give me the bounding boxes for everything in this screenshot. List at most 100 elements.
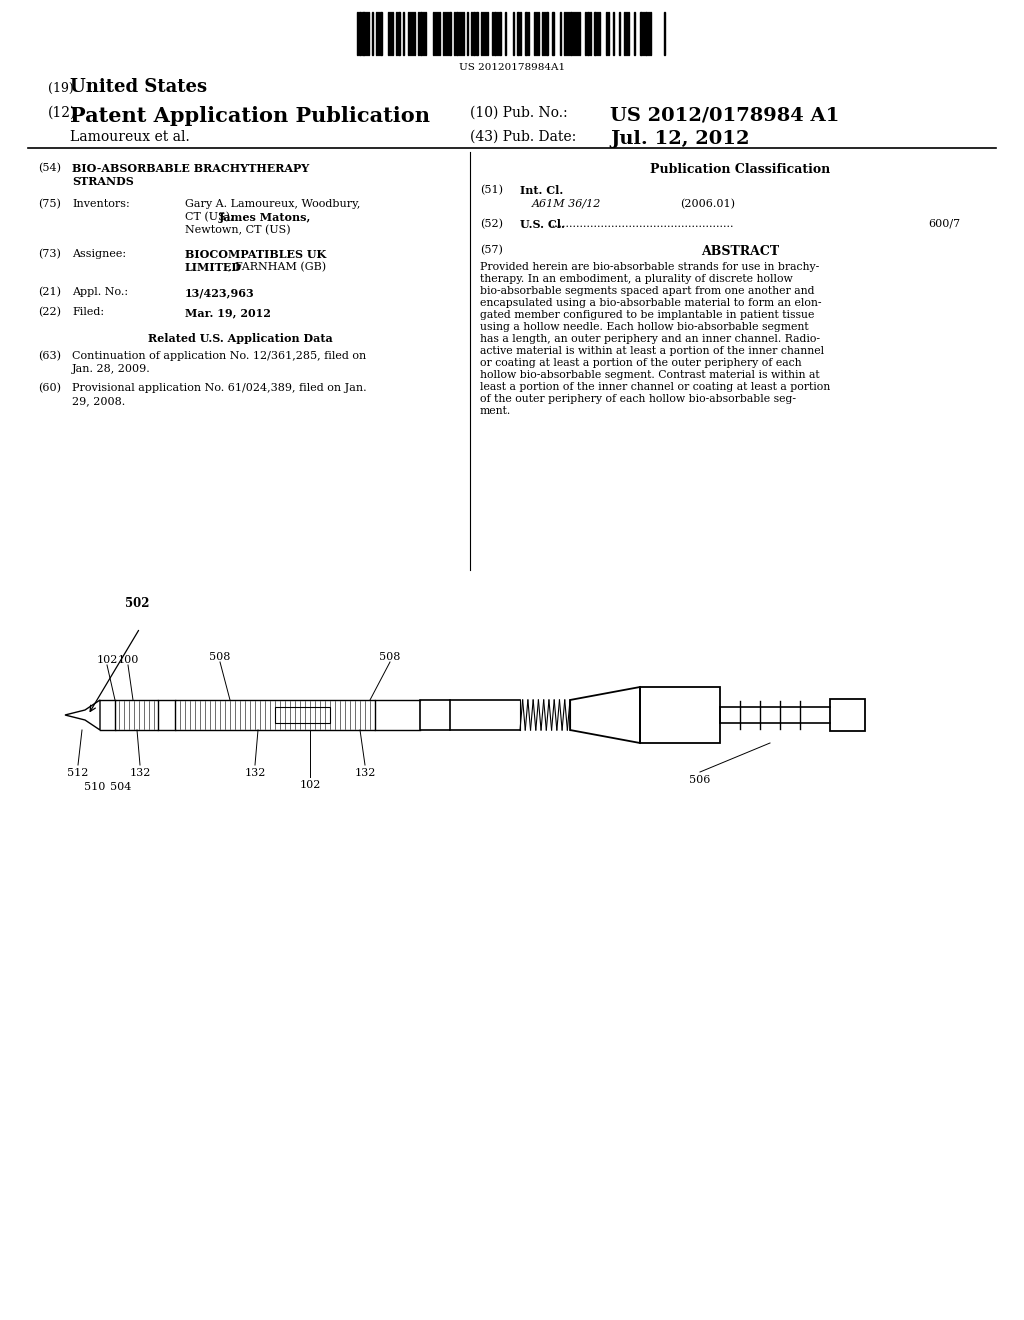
Text: (73): (73) bbox=[38, 249, 60, 259]
Text: Assignee:: Assignee: bbox=[72, 249, 126, 259]
Bar bbox=[456, 12, 458, 55]
Text: Related U.S. Application Data: Related U.S. Application Data bbox=[147, 333, 333, 345]
Text: (52): (52) bbox=[480, 219, 503, 230]
Text: Newtown, CT (US): Newtown, CT (US) bbox=[185, 224, 291, 235]
Text: or coating at least a portion of the outer periphery of each: or coating at least a portion of the out… bbox=[480, 358, 802, 368]
Bar bbox=[640, 12, 642, 55]
Text: 508: 508 bbox=[379, 652, 400, 663]
Text: 102: 102 bbox=[96, 655, 118, 665]
Text: (21): (21) bbox=[38, 286, 61, 297]
Text: LIMITED: LIMITED bbox=[185, 261, 242, 273]
Bar bbox=[645, 12, 647, 55]
Text: Mar. 19, 2012: Mar. 19, 2012 bbox=[185, 308, 271, 318]
Text: Filed:: Filed: bbox=[72, 308, 104, 317]
Text: 506: 506 bbox=[689, 775, 711, 785]
Text: US 20120178984A1: US 20120178984A1 bbox=[460, 63, 565, 73]
Text: Inventors:: Inventors: bbox=[72, 199, 130, 209]
Bar bbox=[473, 12, 475, 55]
Text: (63): (63) bbox=[38, 351, 61, 362]
Text: (57): (57) bbox=[480, 246, 503, 255]
Text: using a hollow needle. Each hollow bio-absorbable segment: using a hollow needle. Each hollow bio-a… bbox=[480, 322, 809, 333]
Bar bbox=[525, 12, 527, 55]
Bar bbox=[640, 686, 720, 743]
Text: ment.: ment. bbox=[480, 407, 511, 416]
Text: 132: 132 bbox=[354, 768, 376, 777]
Bar bbox=[398, 12, 400, 55]
Text: 102: 102 bbox=[299, 780, 321, 789]
Text: (19): (19) bbox=[48, 82, 74, 95]
Text: (51): (51) bbox=[480, 185, 503, 195]
Text: 504: 504 bbox=[110, 781, 131, 792]
Text: (2006.01): (2006.01) bbox=[680, 199, 735, 210]
Text: (60): (60) bbox=[38, 383, 61, 393]
Bar bbox=[552, 12, 554, 55]
Text: James Matons,: James Matons, bbox=[219, 213, 311, 223]
Text: United States: United States bbox=[70, 78, 207, 96]
Bar bbox=[420, 12, 422, 55]
Text: Lamoureux et al.: Lamoureux et al. bbox=[70, 129, 189, 144]
Text: CT (US);: CT (US); bbox=[185, 213, 238, 222]
Text: 502: 502 bbox=[125, 597, 150, 610]
Text: Int. Cl.: Int. Cl. bbox=[520, 185, 563, 195]
Text: , FARNHAM (GB): , FARNHAM (GB) bbox=[228, 261, 326, 272]
Text: BIOCOMPATIBLES UK: BIOCOMPATIBLES UK bbox=[185, 249, 326, 260]
Text: 13/423,963: 13/423,963 bbox=[185, 286, 255, 298]
Text: has a length, an outer periphery and an inner channel. Radio-: has a length, an outer periphery and an … bbox=[480, 334, 820, 345]
Text: 100: 100 bbox=[118, 655, 138, 665]
Text: 510: 510 bbox=[84, 781, 105, 792]
Text: Publication Classification: Publication Classification bbox=[650, 162, 830, 176]
Bar bbox=[420, 700, 450, 730]
Bar bbox=[546, 12, 548, 55]
Text: Patent Application Publication: Patent Application Publication bbox=[70, 106, 430, 125]
Text: ABSTRACT: ABSTRACT bbox=[701, 246, 779, 257]
Bar bbox=[499, 12, 501, 55]
Bar bbox=[476, 12, 478, 55]
Text: Continuation of application No. 12/361,285, filed on: Continuation of application No. 12/361,2… bbox=[72, 351, 367, 360]
Text: Provisional application No. 61/024,389, filed on Jan.: Provisional application No. 61/024,389, … bbox=[72, 383, 367, 393]
Text: hollow bio-absorbable segment. Contrast material is within at: hollow bio-absorbable segment. Contrast … bbox=[480, 370, 819, 380]
Text: therapy. In an embodiment, a plurality of discrete hollow: therapy. In an embodiment, a plurality o… bbox=[480, 275, 793, 284]
Text: 600/7: 600/7 bbox=[928, 219, 961, 228]
Bar bbox=[570, 12, 572, 55]
Text: active material is within at least a portion of the inner channel: active material is within at least a por… bbox=[480, 346, 824, 356]
Bar bbox=[275, 708, 330, 723]
Text: STRANDS: STRANDS bbox=[72, 176, 134, 187]
Text: U.S. Cl.: U.S. Cl. bbox=[520, 219, 565, 230]
Text: (43) Pub. Date:: (43) Pub. Date: bbox=[470, 129, 577, 144]
Text: A61M 36/12: A61M 36/12 bbox=[532, 199, 601, 209]
Text: BIO-ABSORBABLE BRACHYTHERAPY: BIO-ABSORBABLE BRACHYTHERAPY bbox=[72, 162, 309, 174]
Text: (22): (22) bbox=[38, 308, 61, 317]
Text: least a portion of the inner channel or coating at least a portion: least a portion of the inner channel or … bbox=[480, 381, 830, 392]
Text: (10) Pub. No.:: (10) Pub. No.: bbox=[470, 106, 567, 120]
Text: 512: 512 bbox=[68, 768, 89, 777]
Text: Jul. 12, 2012: Jul. 12, 2012 bbox=[610, 129, 750, 148]
Text: ....................................................: ........................................… bbox=[548, 219, 733, 228]
Text: 132: 132 bbox=[129, 768, 151, 777]
Text: of the outer periphery of each hollow bio-absorbable seg-: of the outer periphery of each hollow bi… bbox=[480, 393, 796, 404]
Text: (54): (54) bbox=[38, 162, 61, 173]
Text: Provided herein are bio-absorbable strands for use in brachy-: Provided herein are bio-absorbable stran… bbox=[480, 261, 819, 272]
Text: Gary A. Lamoureux, Woodbury,: Gary A. Lamoureux, Woodbury, bbox=[185, 199, 360, 209]
Text: 29, 2008.: 29, 2008. bbox=[72, 396, 125, 407]
Bar bbox=[359, 12, 361, 55]
Bar bbox=[175, 700, 375, 730]
Bar bbox=[587, 12, 589, 55]
Bar bbox=[494, 12, 496, 55]
Text: (12): (12) bbox=[48, 106, 77, 120]
Bar bbox=[594, 12, 596, 55]
Bar bbox=[380, 12, 382, 55]
Bar bbox=[449, 12, 451, 55]
Text: (75): (75) bbox=[38, 199, 60, 210]
Text: bio-absorbable segments spaced apart from one another and: bio-absorbable segments spaced apart fro… bbox=[480, 286, 814, 296]
Text: gated member configured to be implantable in patient tissue: gated member configured to be implantabl… bbox=[480, 310, 814, 319]
Bar bbox=[362, 12, 365, 55]
Bar bbox=[517, 12, 519, 55]
Bar bbox=[115, 700, 158, 730]
Text: encapsulated using a bio-absorbable material to form an elon-: encapsulated using a bio-absorbable mate… bbox=[480, 298, 821, 308]
Text: US 2012/0178984 A1: US 2012/0178984 A1 bbox=[610, 106, 840, 124]
Bar bbox=[830, 700, 865, 731]
Text: 508: 508 bbox=[209, 652, 230, 663]
Text: 132: 132 bbox=[245, 768, 265, 777]
Text: Appl. No.:: Appl. No.: bbox=[72, 286, 128, 297]
Text: Jan. 28, 2009.: Jan. 28, 2009. bbox=[72, 364, 151, 374]
